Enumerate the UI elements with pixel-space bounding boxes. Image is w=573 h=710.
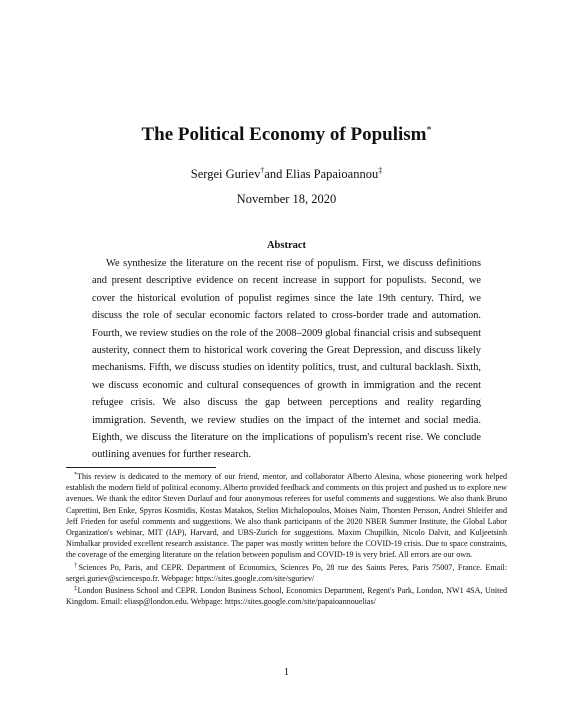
abstract-heading: Abstract [266,240,307,251]
footnote-text: This review is dedicated to the memory o… [66,472,507,560]
author-connector: and [264,167,286,181]
footnote-rule [66,467,216,468]
paper-title-text: The Political Economy of Populism [141,124,427,145]
footnote-text: London Business School and CEPR. London … [66,586,508,607]
footnote-mark: * [74,472,77,478]
author-footnote-mark: ‡ [378,166,383,175]
abstract-text: We synthesize the literature on the rece… [92,258,481,461]
footnotes: *This review is dedicated to the memory … [66,470,507,607]
title-footnote-mark: * [426,125,432,136]
author-footnote-mark: † [260,166,265,175]
paper-title: The Political Economy of Populism* [0,120,573,146]
footnote: ‡London Business School and CEPR. London… [66,584,507,607]
footnote: †Sciences Po, Paris, and CEPR. Departmen… [66,561,507,584]
footnote: *This review is dedicated to the memory … [66,470,507,561]
author-line: Sergei Guriev†and Elias Papaioannou‡ [0,163,573,182]
page-number: 1 [283,667,290,678]
footnote-text: Sciences Po, Paris, and CEPR. Department… [66,562,508,583]
author-name: Elias Papaioannou [285,167,379,181]
footnote-mark: ‡ [74,586,78,593]
author-name: Sergei Guriev [190,167,261,181]
paper-date: November 18, 2020 [236,192,337,206]
footnote-mark: † [74,562,79,569]
